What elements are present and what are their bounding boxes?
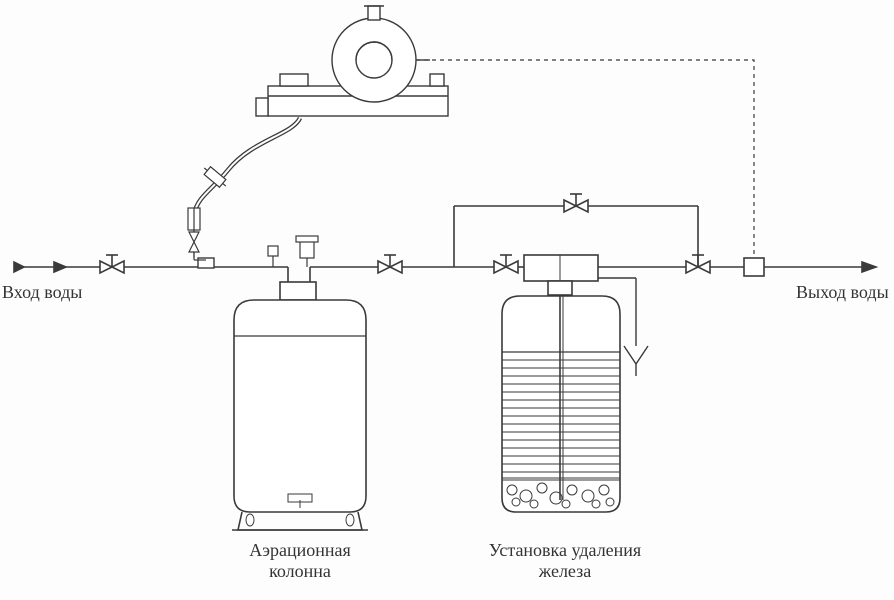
iron-removal-filter: [502, 255, 620, 512]
valve-bypass: [564, 194, 588, 212]
diagram-canvas: [0, 0, 894, 600]
label-iron-filter-line1: Установка удаления: [489, 540, 641, 560]
flow-sensor-box: [744, 258, 764, 276]
valve-inlet: [100, 255, 124, 273]
dosing-pump-assembly: [256, 6, 448, 116]
label-iron-filter-line2: железа: [539, 561, 591, 581]
label-aeration-column: Аэрационная колонна: [220, 540, 380, 582]
valve-filter-in: [494, 255, 518, 273]
label-iron-filter: Установка удаления железа: [450, 540, 680, 582]
valve-filter-out: [686, 255, 710, 273]
label-aeration-column-line1: Аэрационная: [249, 540, 351, 560]
label-aeration-column-line2: колонна: [269, 561, 331, 581]
label-inlet: Вход воды: [2, 282, 82, 303]
aeration-column: [232, 236, 368, 530]
valve-mid: [378, 255, 402, 273]
label-outlet: Выход воды: [796, 282, 889, 303]
control-line-dashed: [416, 60, 754, 256]
main-pipe: [14, 194, 876, 285]
injection-hose: [188, 118, 300, 268]
